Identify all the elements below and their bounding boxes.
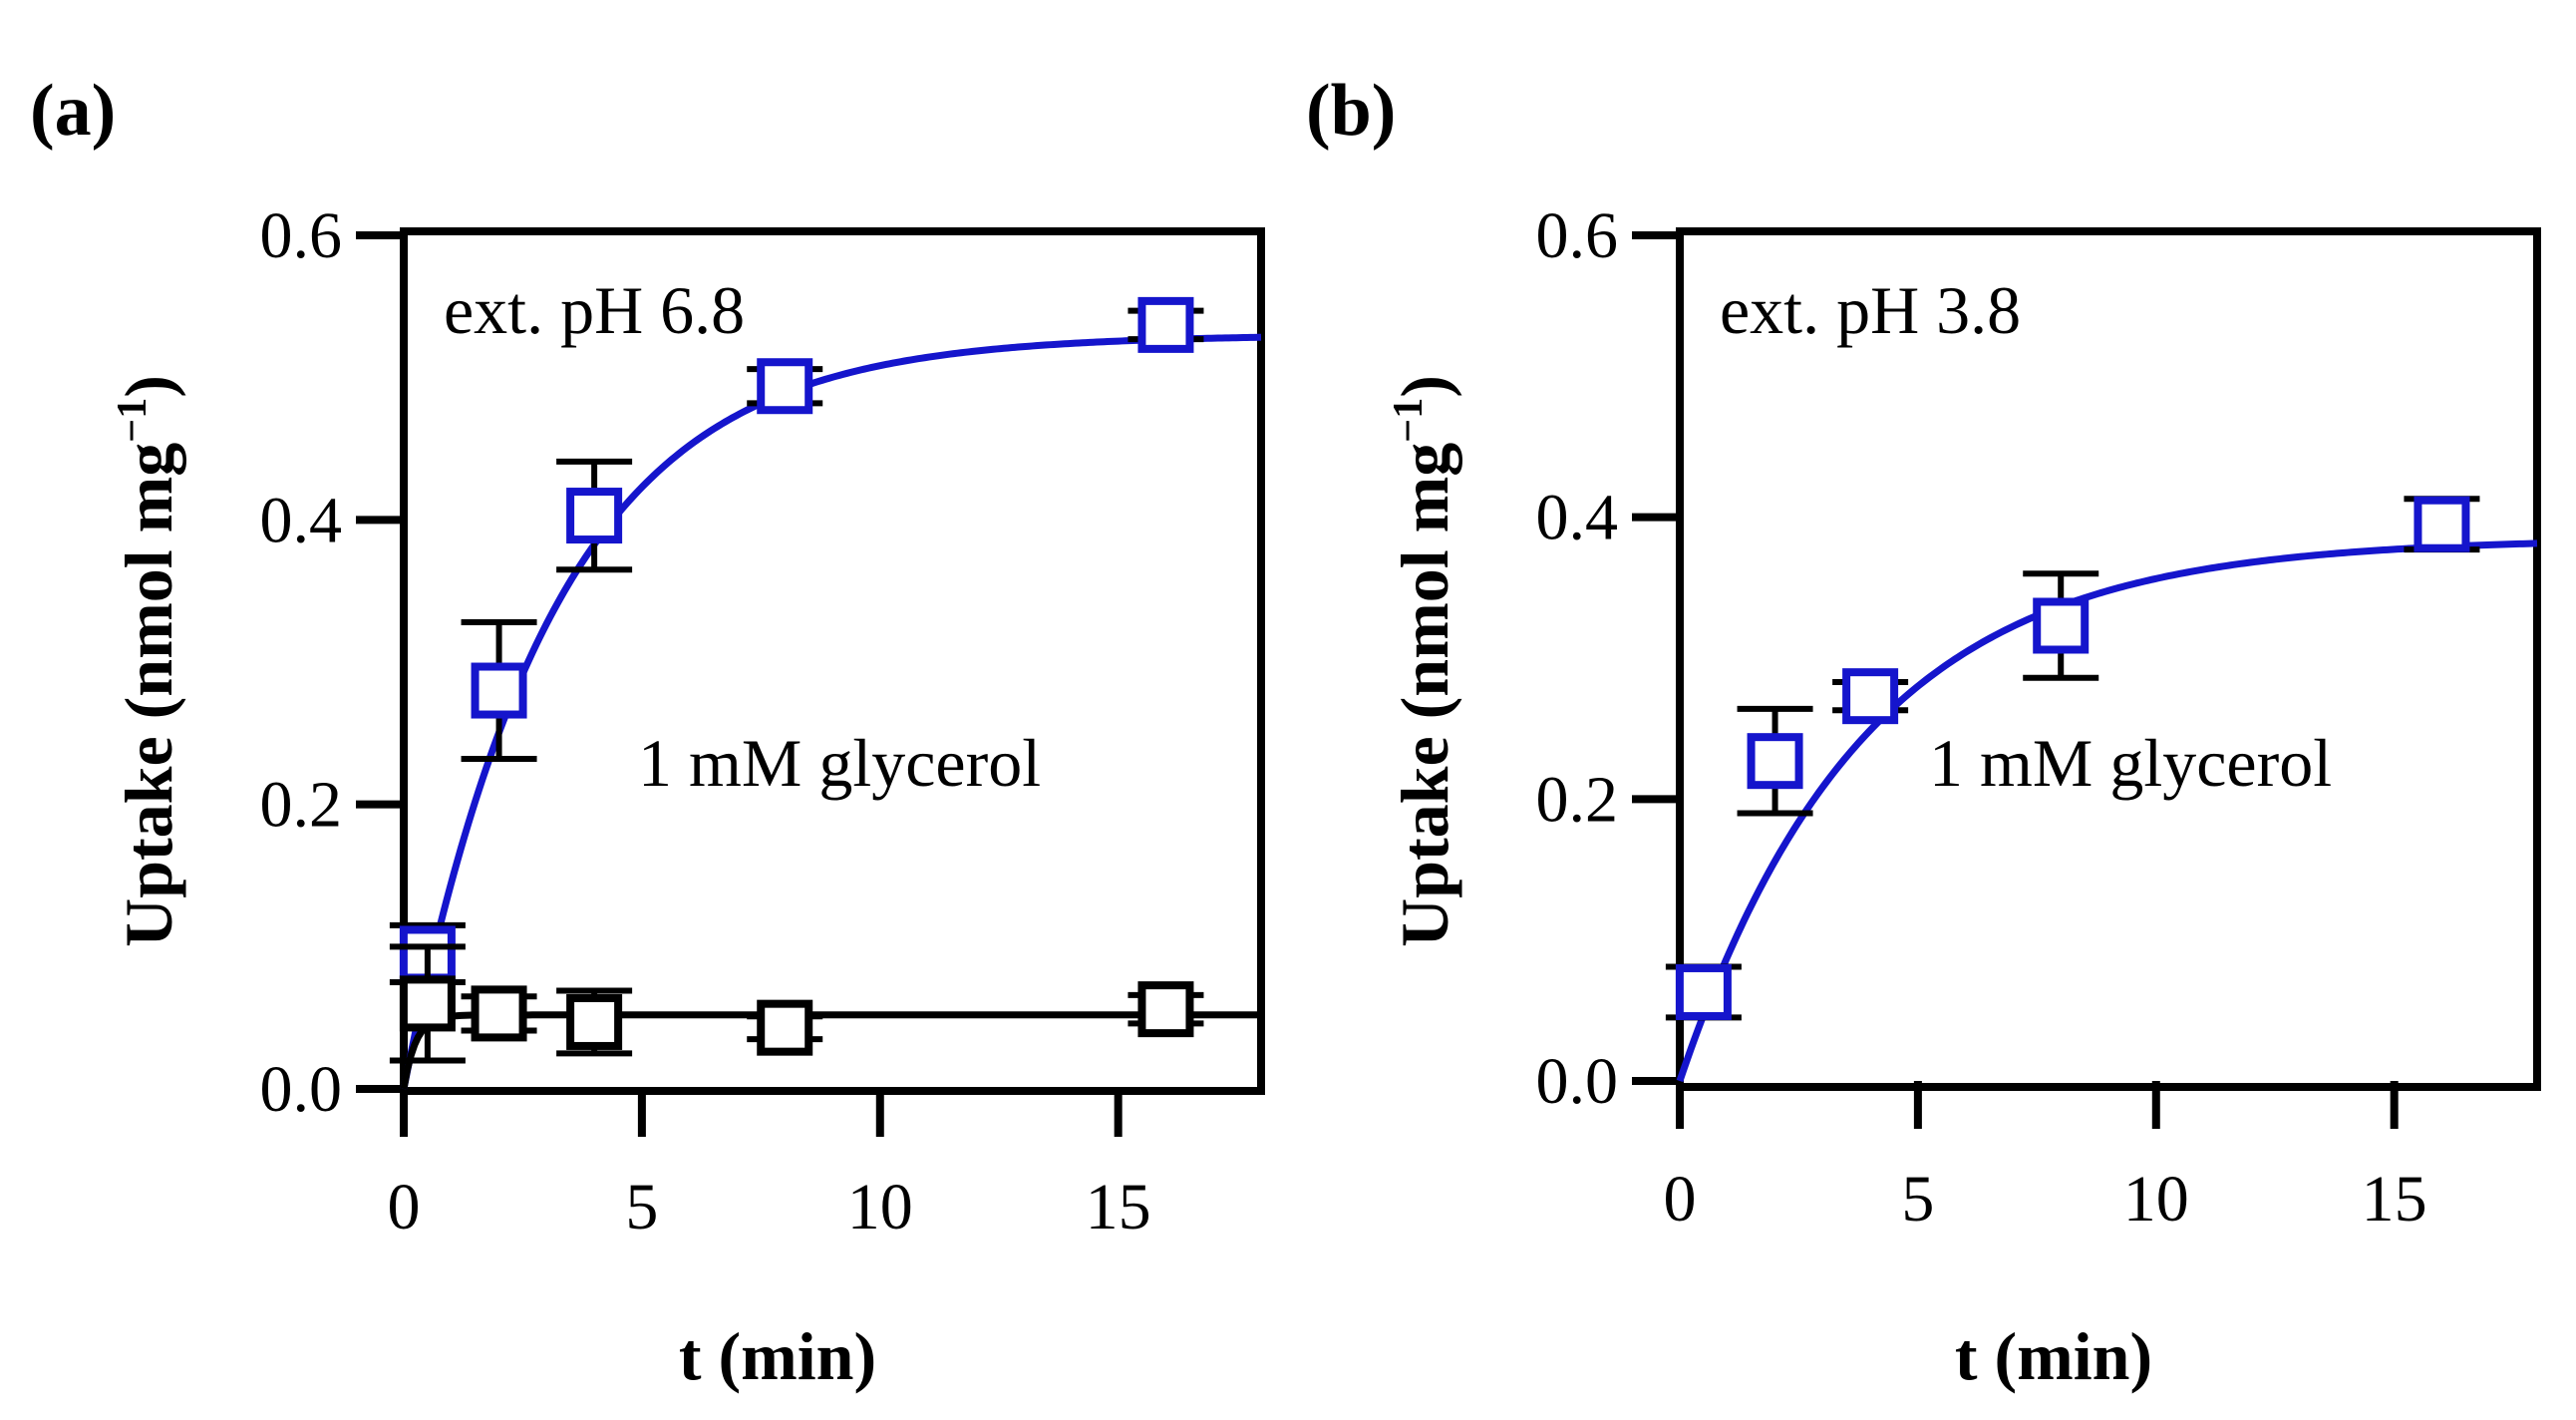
panel-a-plot-frame [400,227,1265,1095]
panel-b-y-axis: 0.0 0.2 0.4 0.6 [1536,199,1680,1118]
panel-b-data [1665,496,2538,1083]
data-point-blue [757,358,813,415]
x-tick-label: 15 [2362,1163,2427,1236]
y-tick-label: 0.4 [1536,482,1619,554]
data-point-blue [1675,963,1732,1020]
x-tick-label: 0 [1664,1163,1697,1236]
y-tick-label: 0.4 [260,484,343,556]
panel-a: (a) ext. pH 6.8 1 mM glycerol 0.00.20.40… [30,70,1265,1394]
panel-a-y-axis-title: Uptake (nmol mg−1) [110,375,186,947]
x-tick-label: 5 [1901,1163,1934,1236]
x-tick-label: 10 [847,1171,913,1243]
data-point-black [471,985,527,1042]
panel-b-plot-frame [1676,227,2541,1091]
data-point-blue [566,488,623,544]
fit-curve-blue [400,333,1262,1090]
panel-a-data [389,296,1262,1090]
x-tick-label: 0 [388,1171,421,1243]
y-tick-label: 0.6 [260,199,343,272]
panel-a-condition-label: ext. pH 6.8 [444,272,745,348]
panel-a-substrate-label: 1 mM glycerol [638,725,1041,801]
data-point-black [1137,981,1194,1038]
panel-b: (b) ext. pH 3.8 1 mM glycerol 0.00.20.40… [1306,70,2541,1394]
data-point-black [566,993,623,1050]
panel-b-y-axis-title: Uptake (nmol mg−1) [1386,375,1462,947]
data-point-black [399,975,456,1032]
y-tick-label: 0.6 [1536,199,1619,272]
y-tick-label: 0.2 [260,769,343,842]
data-point-blue [1137,296,1194,353]
y-tick-label: 0.0 [1536,1045,1619,1118]
panel-b-x-axis: 0 5 10 15 [1664,1081,2427,1236]
panel-b-condition-label: ext. pH 3.8 [1720,272,2021,348]
data-point-blue [1747,733,1803,790]
x-tick-label: 15 [1086,1171,1151,1243]
fit-curve-blue [1676,539,2538,1083]
x-tick-label: 10 [2123,1163,2189,1236]
y-tick-label: 0.0 [260,1053,343,1126]
data-point-blue [1842,668,1899,725]
panel-a-x-axis-title: t (min) [679,1318,876,1394]
data-point-blue [2414,496,2470,552]
data-point-blue [471,662,527,719]
panel-a-x-axis: 0 5 10 15 [388,1089,1151,1243]
fit-curve-black [400,1011,1261,1090]
x-tick-label: 5 [625,1171,658,1243]
data-point-blue [2033,597,2090,654]
panel-a-label: (a) [30,70,116,152]
panel-b-x-axis-title: t (min) [1955,1318,2152,1394]
data-point-black [757,999,813,1056]
panel-a-y-axis: 0.0 0.2 0.4 0.6 [260,199,404,1126]
panel-b-label: (b) [1306,70,1396,152]
y-tick-label: 0.2 [1536,763,1619,836]
panel-b-substrate-label: 1 mM glycerol [1929,725,2332,801]
